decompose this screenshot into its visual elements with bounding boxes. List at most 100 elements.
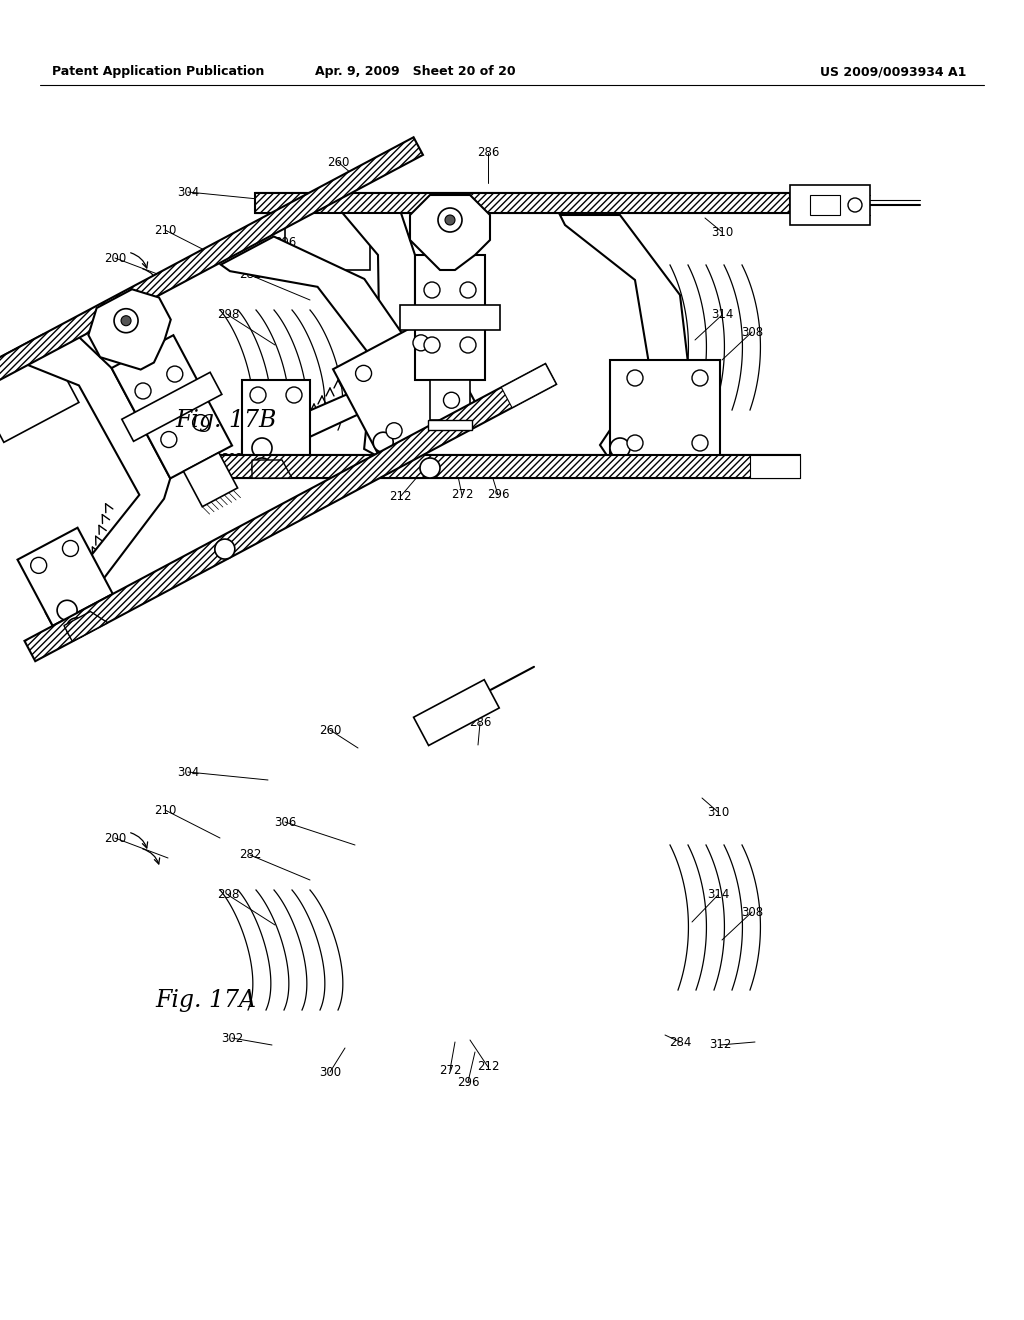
Polygon shape <box>112 335 232 478</box>
Polygon shape <box>415 255 485 380</box>
Text: 302: 302 <box>221 1031 243 1044</box>
Circle shape <box>252 458 272 478</box>
Text: 210: 210 <box>154 223 176 236</box>
Text: 304: 304 <box>177 766 199 779</box>
Polygon shape <box>610 360 720 459</box>
Polygon shape <box>25 364 556 661</box>
Circle shape <box>373 432 393 453</box>
Text: Patent Application Publication: Patent Application Publication <box>52 66 264 78</box>
Circle shape <box>121 315 131 326</box>
Text: 300: 300 <box>327 486 349 499</box>
Polygon shape <box>790 185 870 224</box>
Circle shape <box>443 392 460 408</box>
Polygon shape <box>414 680 500 746</box>
Text: 272: 272 <box>438 1064 461 1077</box>
Text: 200: 200 <box>103 832 126 845</box>
Circle shape <box>627 370 643 385</box>
Text: Fig. 17A: Fig. 17A <box>155 989 256 1011</box>
Circle shape <box>31 557 47 573</box>
Text: 304: 304 <box>177 186 199 198</box>
Text: 308: 308 <box>741 326 763 338</box>
Text: Apr. 9, 2009   Sheet 20 of 20: Apr. 9, 2009 Sheet 20 of 20 <box>314 66 515 78</box>
Polygon shape <box>122 372 222 441</box>
Polygon shape <box>430 380 470 420</box>
Polygon shape <box>242 380 310 455</box>
Text: 272: 272 <box>451 488 473 502</box>
Text: 306: 306 <box>273 235 296 248</box>
Text: Fig. 17B: Fig. 17B <box>175 408 276 432</box>
Circle shape <box>167 366 183 381</box>
Circle shape <box>420 458 440 478</box>
Polygon shape <box>221 236 413 458</box>
Polygon shape <box>17 325 170 626</box>
Circle shape <box>386 422 402 438</box>
Polygon shape <box>428 420 472 430</box>
Circle shape <box>424 282 440 298</box>
Polygon shape <box>285 193 370 271</box>
Text: 310: 310 <box>707 805 729 818</box>
Circle shape <box>57 601 77 620</box>
Text: 296: 296 <box>486 488 509 502</box>
Text: 284: 284 <box>669 1035 691 1048</box>
Polygon shape <box>88 289 171 370</box>
Circle shape <box>252 438 272 458</box>
Text: 314: 314 <box>707 888 729 902</box>
Circle shape <box>62 540 79 557</box>
Text: 306: 306 <box>273 816 296 829</box>
Text: 314: 314 <box>711 309 733 322</box>
Circle shape <box>460 282 476 298</box>
Circle shape <box>286 387 302 403</box>
Text: 310: 310 <box>711 226 733 239</box>
Polygon shape <box>242 195 415 459</box>
Polygon shape <box>0 137 423 407</box>
Circle shape <box>460 337 476 352</box>
Circle shape <box>135 383 151 399</box>
Circle shape <box>193 414 209 430</box>
Text: 286: 286 <box>477 147 499 160</box>
Polygon shape <box>400 305 500 330</box>
Polygon shape <box>183 453 238 507</box>
Polygon shape <box>0 334 79 442</box>
Polygon shape <box>210 455 800 478</box>
Circle shape <box>610 438 630 458</box>
Circle shape <box>114 309 138 333</box>
Text: 260: 260 <box>327 156 349 169</box>
Circle shape <box>627 436 643 451</box>
Circle shape <box>67 618 86 638</box>
Text: 200: 200 <box>103 252 126 264</box>
Polygon shape <box>810 195 840 215</box>
Circle shape <box>438 209 462 232</box>
Polygon shape <box>17 528 113 626</box>
Circle shape <box>848 198 862 213</box>
Polygon shape <box>63 611 108 642</box>
Text: 260: 260 <box>318 723 341 737</box>
Polygon shape <box>255 193 790 213</box>
Polygon shape <box>560 215 690 459</box>
Polygon shape <box>252 459 292 478</box>
Polygon shape <box>333 318 477 458</box>
Circle shape <box>424 337 440 352</box>
Circle shape <box>413 335 429 351</box>
Text: 282: 282 <box>239 268 261 281</box>
Circle shape <box>445 215 455 224</box>
Polygon shape <box>410 195 490 271</box>
Text: 302: 302 <box>221 451 243 465</box>
Text: 308: 308 <box>741 906 763 919</box>
Text: US 2009/0093934 A1: US 2009/0093934 A1 <box>820 66 967 78</box>
Text: 284: 284 <box>677 455 699 469</box>
Text: 298: 298 <box>217 309 240 322</box>
Circle shape <box>215 539 234 560</box>
Text: 298: 298 <box>217 888 240 902</box>
Circle shape <box>161 432 177 447</box>
Polygon shape <box>502 364 556 408</box>
Text: 212: 212 <box>477 1060 500 1073</box>
Circle shape <box>355 366 372 381</box>
Text: 282: 282 <box>239 849 261 862</box>
Circle shape <box>692 436 708 451</box>
Text: 300: 300 <box>318 1065 341 1078</box>
Text: 212: 212 <box>389 491 412 503</box>
Circle shape <box>692 370 708 385</box>
Circle shape <box>250 387 266 403</box>
Text: 312: 312 <box>717 458 739 471</box>
Polygon shape <box>750 455 800 478</box>
